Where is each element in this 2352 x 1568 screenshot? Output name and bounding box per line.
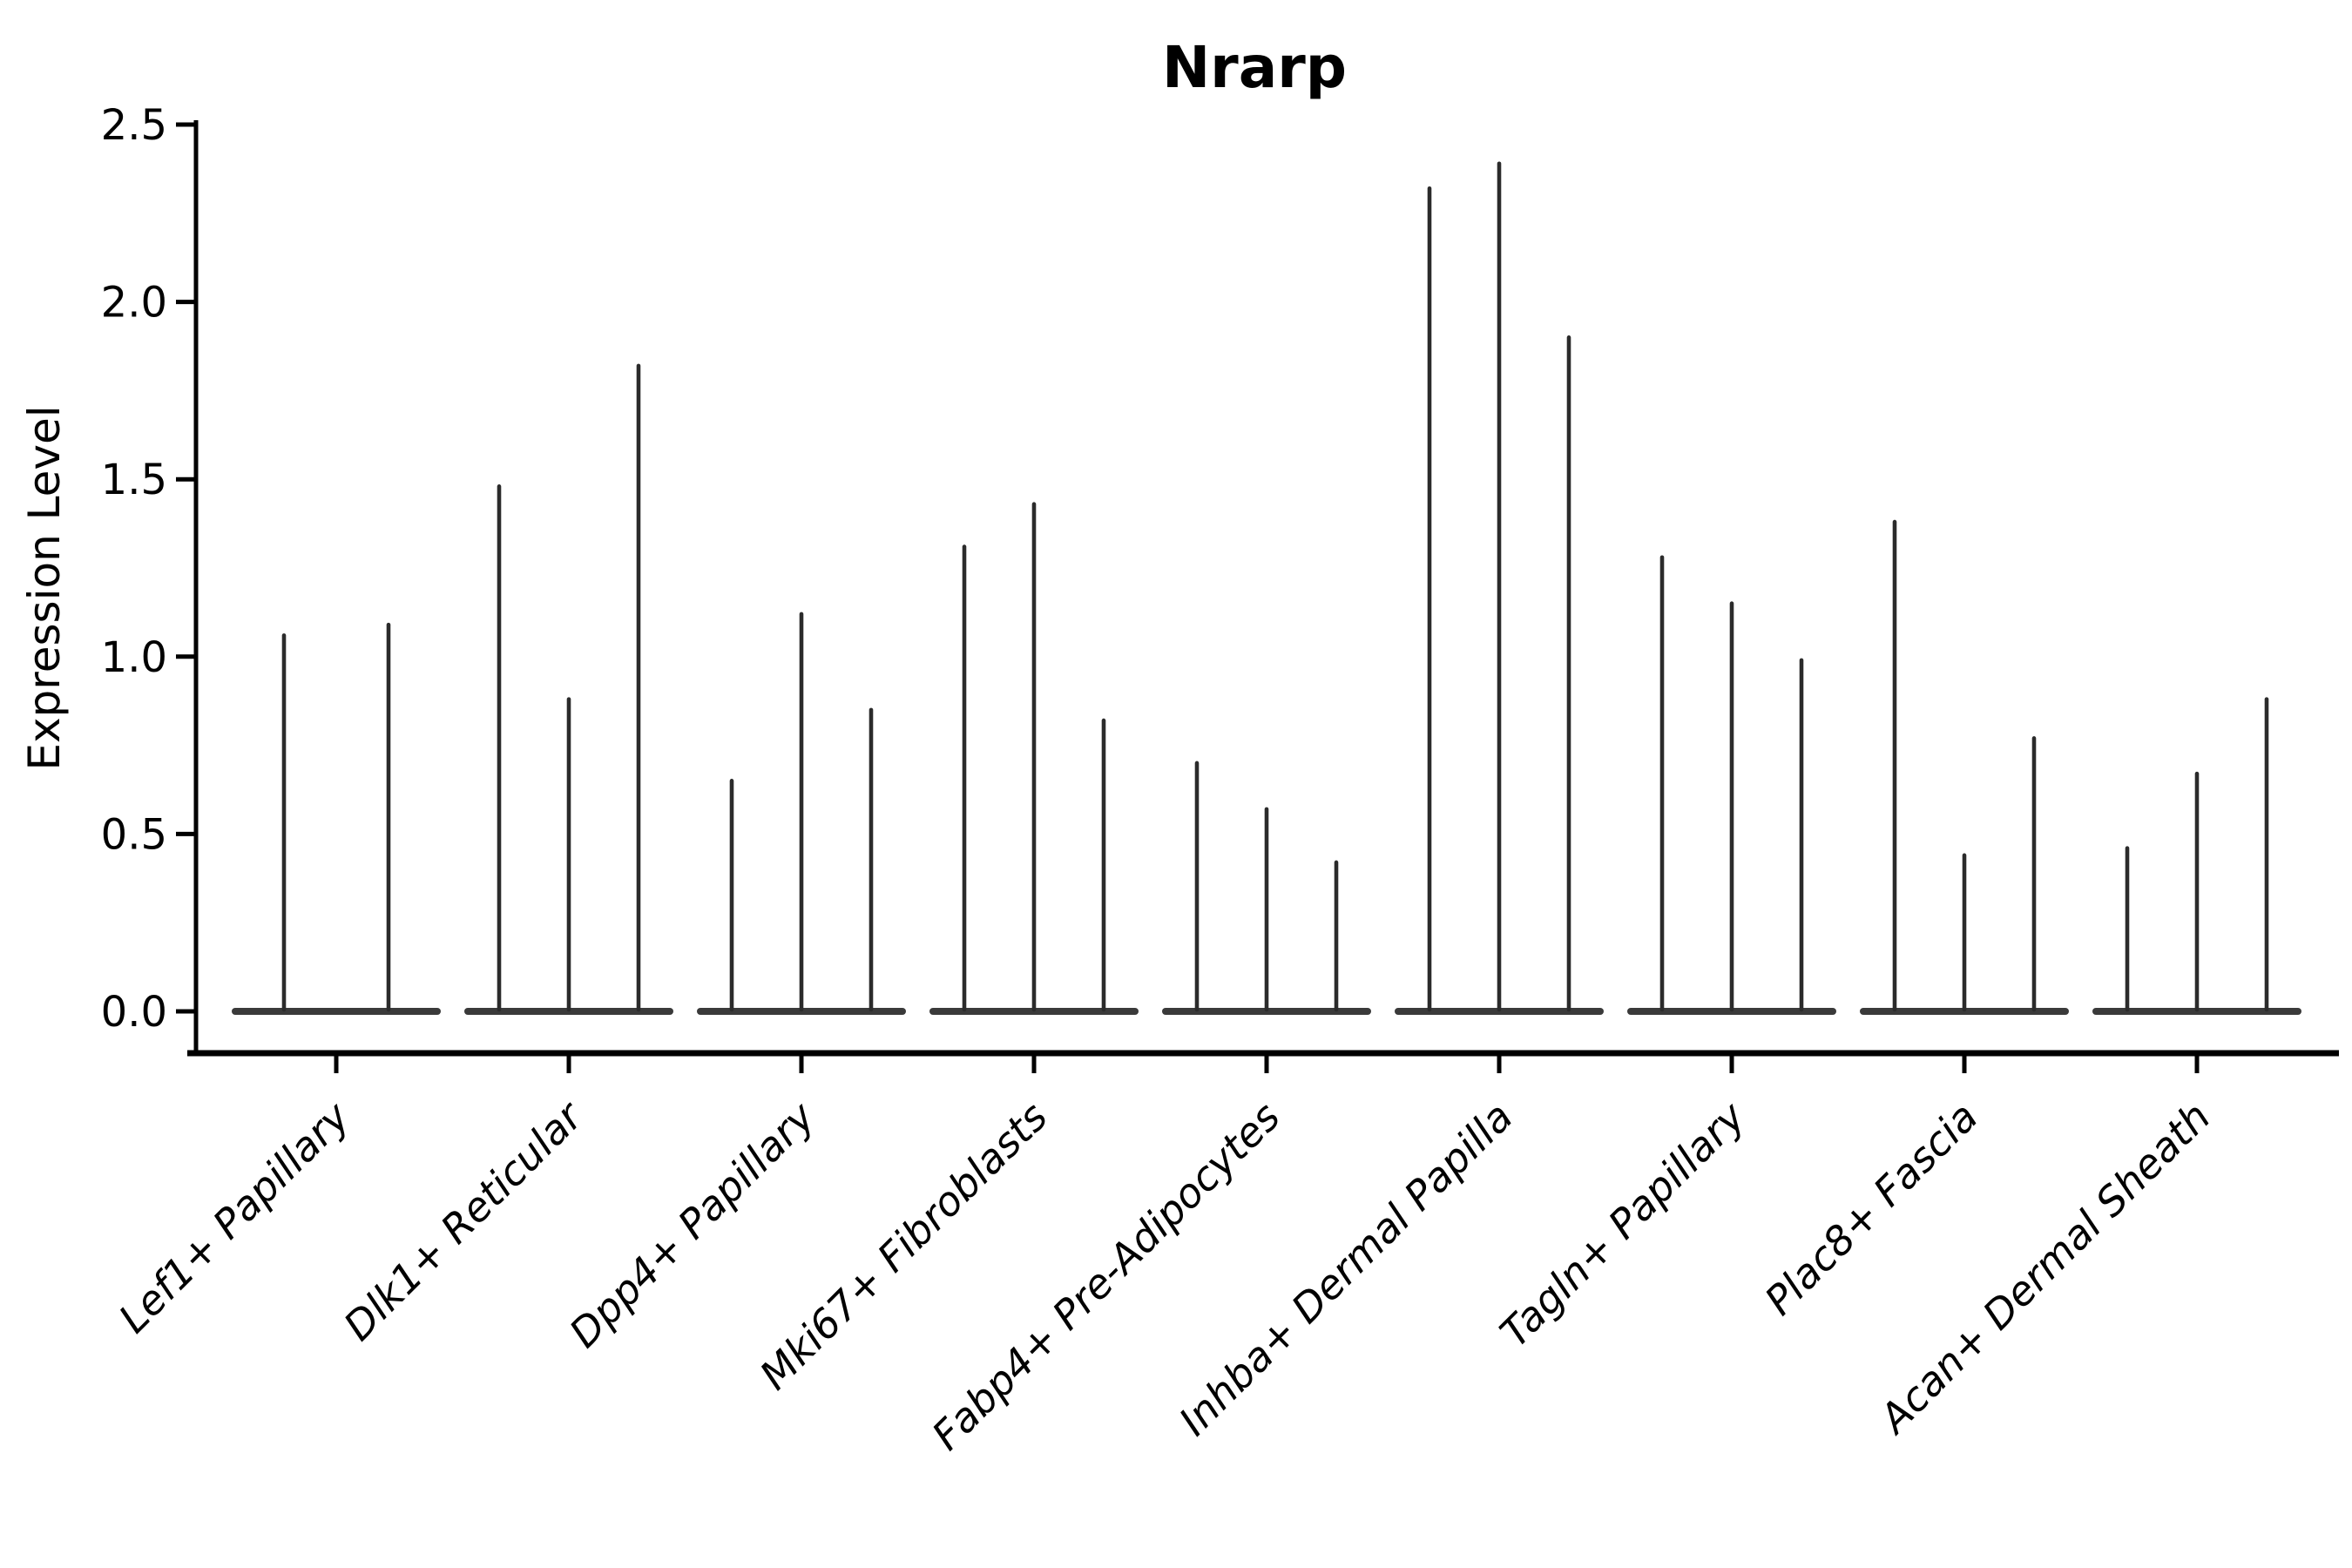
x-tick-label: Dpp4+ Papillary xyxy=(560,1092,824,1356)
violin-group xyxy=(1162,760,1371,1015)
y-tick-label: 1.0 xyxy=(101,633,167,682)
violin-group xyxy=(1860,519,2069,1015)
y-tick-label: 2.5 xyxy=(101,101,167,150)
y-tick-label: 1.5 xyxy=(101,456,167,504)
violin-group xyxy=(232,622,441,1015)
violin-group xyxy=(929,502,1139,1015)
violin-group xyxy=(2092,697,2301,1015)
x-tick-label: Tagln+ Papillary xyxy=(1490,1092,1754,1356)
x-tick-label: Plac8+ Fascia xyxy=(1755,1093,1986,1324)
violin-group xyxy=(1395,161,1604,1015)
y-tick-label: 0.5 xyxy=(101,810,167,859)
x-tick-label: Lef1+ Papillary xyxy=(110,1092,359,1342)
y-tick-label: 2.0 xyxy=(101,279,167,328)
violin-group xyxy=(697,612,906,1015)
x-tick-label: Dlk1+ Reticular xyxy=(335,1091,593,1349)
plot-title: Nrarp xyxy=(1162,34,1347,101)
y-axis-label: Expression Level xyxy=(19,405,70,770)
violin-body-baseline xyxy=(232,1008,441,1015)
violin-group xyxy=(464,363,673,1015)
violin-group xyxy=(1627,555,1836,1015)
y-tick-label: 0.0 xyxy=(101,988,167,1037)
